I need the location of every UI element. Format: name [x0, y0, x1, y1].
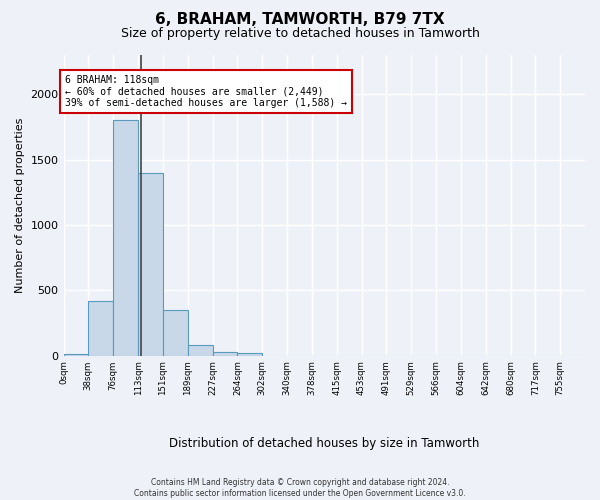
- Bar: [64, 354, 88, 356]
- Text: 6, BRAHAM, TAMWORTH, B79 7TX: 6, BRAHAM, TAMWORTH, B79 7TX: [155, 12, 445, 28]
- Text: Size of property relative to detached houses in Tamworth: Size of property relative to detached ho…: [121, 28, 479, 40]
- Bar: [188, 345, 212, 356]
- Text: 6 BRAHAM: 118sqm
← 60% of detached houses are smaller (2,449)
39% of semi-detach: 6 BRAHAM: 118sqm ← 60% of detached house…: [65, 74, 347, 108]
- Bar: [138, 172, 163, 356]
- Bar: [113, 120, 138, 356]
- Y-axis label: Number of detached properties: Number of detached properties: [15, 118, 25, 293]
- X-axis label: Distribution of detached houses by size in Tamworth: Distribution of detached houses by size …: [169, 437, 479, 450]
- Bar: [163, 310, 188, 356]
- Text: Contains HM Land Registry data © Crown copyright and database right 2024.
Contai: Contains HM Land Registry data © Crown c…: [134, 478, 466, 498]
- Bar: [212, 352, 238, 356]
- Bar: [238, 353, 262, 356]
- Bar: [88, 300, 113, 356]
